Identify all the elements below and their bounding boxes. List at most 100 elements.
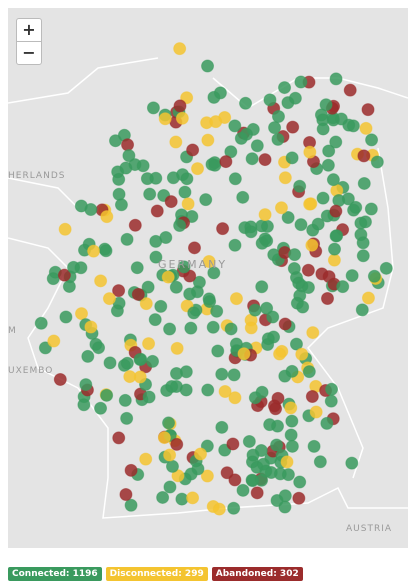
site-marker[interactable] — [240, 127, 254, 141]
site-marker[interactable] — [285, 151, 299, 165]
site-marker[interactable] — [146, 354, 160, 368]
site-marker[interactable] — [359, 121, 373, 135]
site-marker[interactable] — [285, 414, 299, 428]
zoom-out[interactable]: − — [16, 41, 42, 65]
site-marker[interactable] — [268, 121, 282, 135]
site-marker[interactable] — [202, 292, 216, 306]
site-marker[interactable] — [81, 349, 95, 363]
site-marker[interactable] — [357, 149, 371, 163]
site-marker[interactable] — [242, 434, 256, 448]
site-marker[interactable] — [226, 437, 240, 451]
site-marker[interactable] — [142, 390, 156, 404]
site-marker[interactable] — [180, 172, 194, 186]
site-marker[interactable] — [150, 204, 164, 218]
site-marker[interactable] — [345, 269, 359, 283]
site-marker[interactable] — [246, 474, 260, 488]
site-marker[interactable] — [289, 337, 303, 351]
site-marker[interactable] — [281, 468, 295, 482]
site-marker[interactable] — [57, 268, 71, 282]
site-marker[interactable] — [46, 272, 60, 286]
site-marker[interactable] — [224, 322, 238, 336]
site-marker[interactable] — [288, 91, 302, 105]
site-marker[interactable] — [205, 157, 219, 171]
site-marker[interactable] — [169, 280, 183, 294]
site-marker[interactable] — [163, 322, 177, 336]
site-marker[interactable] — [131, 287, 145, 301]
site-marker[interactable] — [158, 112, 172, 126]
site-marker[interactable] — [296, 300, 310, 314]
site-marker[interactable] — [228, 238, 242, 252]
site-marker[interactable] — [346, 119, 360, 133]
site-marker[interactable] — [173, 42, 187, 56]
site-marker[interactable] — [250, 486, 264, 500]
site-marker[interactable] — [112, 431, 126, 445]
site-marker[interactable] — [248, 303, 262, 317]
site-marker[interactable] — [292, 491, 306, 505]
site-marker[interactable] — [379, 261, 393, 275]
site-marker[interactable] — [270, 438, 284, 452]
site-marker[interactable] — [285, 364, 299, 378]
site-marker[interactable] — [92, 341, 106, 355]
site-marker[interactable] — [186, 491, 200, 505]
site-marker[interactable] — [287, 262, 301, 276]
site-marker[interactable] — [159, 231, 173, 245]
site-marker[interactable] — [136, 159, 150, 173]
site-marker[interactable] — [122, 149, 136, 163]
site-marker[interactable] — [286, 120, 300, 134]
site-marker[interactable] — [169, 367, 183, 381]
site-marker[interactable] — [356, 249, 370, 263]
site-marker[interactable] — [102, 292, 116, 306]
site-marker[interactable] — [320, 416, 334, 430]
site-marker[interactable] — [294, 75, 308, 89]
site-marker[interactable] — [173, 99, 187, 113]
site-marker[interactable] — [201, 383, 215, 397]
site-marker[interactable] — [280, 455, 294, 469]
site-marker[interactable] — [258, 208, 272, 222]
site-marker[interactable] — [119, 161, 133, 175]
site-marker[interactable] — [210, 304, 224, 318]
site-marker[interactable] — [316, 191, 330, 205]
site-marker[interactable] — [306, 326, 320, 340]
site-marker[interactable] — [324, 394, 338, 408]
site-marker[interactable] — [269, 402, 283, 416]
site-marker[interactable] — [94, 274, 108, 288]
site-marker[interactable] — [228, 473, 242, 487]
site-marker[interactable] — [228, 172, 242, 186]
site-marker[interactable] — [270, 493, 284, 507]
site-marker[interactable] — [266, 310, 280, 324]
site-marker[interactable] — [112, 284, 126, 298]
site-marker[interactable] — [244, 321, 258, 335]
site-marker[interactable] — [255, 280, 269, 294]
site-marker[interactable] — [305, 238, 319, 252]
site-marker[interactable] — [361, 103, 375, 117]
site-marker[interactable] — [259, 464, 273, 478]
site-marker[interactable] — [146, 101, 160, 115]
site-marker[interactable] — [212, 502, 226, 516]
site-marker[interactable] — [288, 248, 302, 262]
site-marker[interactable] — [319, 98, 333, 112]
site-marker[interactable] — [201, 133, 215, 147]
site-marker[interactable] — [355, 303, 369, 317]
site-marker[interactable] — [109, 134, 123, 148]
site-marker[interactable] — [345, 456, 359, 470]
site-marker[interactable] — [124, 463, 138, 477]
site-marker[interactable] — [123, 370, 137, 384]
site-marker[interactable] — [163, 480, 177, 494]
site-marker[interactable] — [118, 393, 132, 407]
site-marker[interactable] — [154, 299, 168, 313]
site-marker[interactable] — [184, 321, 198, 335]
site-marker[interactable] — [169, 135, 183, 149]
site-marker[interactable] — [216, 222, 230, 236]
site-marker[interactable] — [330, 229, 344, 243]
site-marker[interactable] — [142, 337, 156, 351]
site-marker[interactable] — [130, 261, 144, 275]
site-marker[interactable] — [175, 111, 189, 125]
site-marker[interactable] — [187, 306, 201, 320]
site-marker[interactable] — [207, 266, 221, 280]
site-marker[interactable] — [343, 83, 357, 97]
site-marker[interactable] — [191, 162, 205, 176]
site-marker[interactable] — [301, 263, 315, 277]
site-marker[interactable] — [302, 365, 316, 379]
site-marker[interactable] — [79, 378, 93, 392]
site-marker[interactable] — [244, 225, 258, 239]
